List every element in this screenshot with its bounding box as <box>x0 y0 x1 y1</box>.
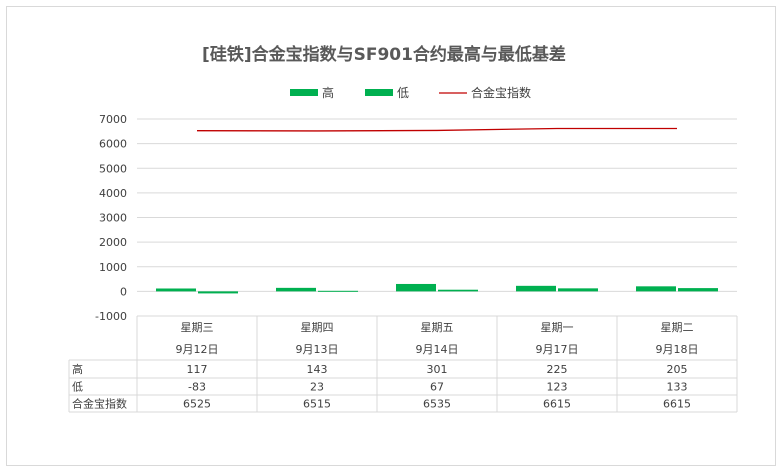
bar-low <box>678 288 718 292</box>
table-row-label: 合金宝指数 <box>72 397 127 411</box>
table-cell: 67 <box>430 381 444 394</box>
x-tick-weekday: 星期三 <box>181 321 214 334</box>
legend: 高 低 合金宝指数 <box>290 85 531 100</box>
chart-title: [硅铁]合金宝指数与SF901合约最高与最低基差 <box>202 44 566 65</box>
table-cell: 301 <box>427 363 448 376</box>
line-series <box>196 127 677 132</box>
y-tick-label: 2000 <box>99 236 127 249</box>
bar-high <box>156 288 196 292</box>
y-tick-label: 0 <box>120 285 127 298</box>
y-tick-label: 1000 <box>99 261 127 274</box>
x-tick-date: 9月12日 <box>176 343 219 356</box>
x-tick-date: 9月17日 <box>536 343 579 356</box>
table-cell: 6515 <box>303 398 331 411</box>
table-cell: -83 <box>188 381 206 394</box>
y-tick-label: 6000 <box>99 138 127 151</box>
chart-frame: [硅铁]合金宝指数与SF901合约最高与最低基差 高低合金宝指数 -1000 0 1… <box>6 6 776 466</box>
y-axis: -1000 0 1000 2000 3000 4000 5000 6000 7000 <box>95 113 127 323</box>
x-tick-date: 9月13日 <box>296 343 339 356</box>
bars <box>156 283 718 294</box>
table-cell: 6615 <box>543 398 571 411</box>
table-cell: 205 <box>667 363 688 376</box>
x-tick-weekday: 星期四 <box>301 321 334 334</box>
table-cell: 23 <box>310 381 324 394</box>
bar-high <box>396 283 436 292</box>
chart-svg: [硅铁]合金宝指数与SF901合约最高与最低基差 高低合金宝指数 -100001… <box>68 44 738 413</box>
bar-low <box>318 290 358 292</box>
y-tick-label: -1000 <box>95 310 127 323</box>
legend-label: 低 <box>397 86 409 100</box>
table-cell: 225 <box>547 363 568 376</box>
table-cell: 117 <box>187 363 208 376</box>
x-tick-weekday: 星期五 <box>421 321 454 334</box>
x-tick-date: 9月14日 <box>416 343 459 356</box>
table-cell: 6535 <box>423 398 451 411</box>
bar-low <box>198 291 238 294</box>
table-cell: 123 <box>547 381 568 394</box>
table-cell: 6615 <box>663 398 691 411</box>
y-tick-label: 3000 <box>99 212 127 225</box>
bar-low <box>558 288 598 292</box>
bar-high <box>516 285 556 292</box>
y-tick-label: 4000 <box>99 187 127 200</box>
table-cell: 6525 <box>183 398 211 411</box>
x-tick-date: 9月18日 <box>656 343 699 356</box>
bar-low <box>438 289 478 292</box>
legend-label: 高 <box>322 85 334 100</box>
legend-swatch <box>290 89 318 96</box>
bar-high <box>636 286 676 292</box>
y-tick-label: 7000 <box>99 113 127 126</box>
table-cell: 133 <box>667 381 688 394</box>
bar-high <box>276 287 316 292</box>
table-row-label: 低 <box>72 381 83 394</box>
x-tick-weekday: 星期一 <box>541 321 574 334</box>
data-table: 星期三 9月12日 星期四 9月13日 星期五 9月14日 星期一 9月17日 星期二 9月18日… <box>68 316 738 413</box>
table-row-label: 高 <box>72 362 83 376</box>
legend-swatch <box>365 89 393 96</box>
legend-label: 合金宝指数 <box>471 85 531 100</box>
y-tick-label: 5000 <box>99 162 127 175</box>
table-cell: 143 <box>307 363 328 376</box>
x-tick-weekday: 星期二 <box>661 321 694 334</box>
index-line <box>196 127 677 132</box>
